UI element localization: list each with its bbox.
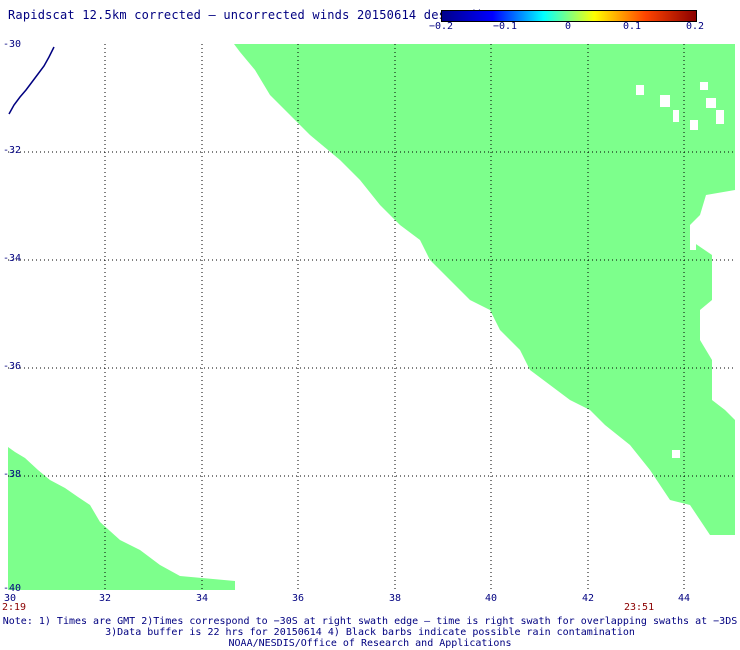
- lon-label: 36: [291, 593, 305, 604]
- start-time: 2:19: [2, 602, 27, 613]
- note-line-1: Note: 1) Times are GMT 2)Times correspon…: [2, 616, 738, 627]
- colorbar-tick: −0.2: [428, 21, 454, 32]
- colorbar-tick: 0.2: [685, 21, 705, 32]
- colorbar-tick: 0: [564, 21, 572, 32]
- lon-label: 42: [581, 593, 595, 604]
- lat-label: -38: [3, 469, 22, 480]
- lat-label: -34: [3, 253, 22, 264]
- note-line-2: 3)Data buffer is 22 hrs for 20150614 4) …: [105, 627, 635, 638]
- note-line-3: NOAA/NESDIS/Office of Research and Appli…: [228, 638, 512, 649]
- lon-label: 32: [98, 593, 112, 604]
- lon-label: 44: [677, 593, 691, 604]
- end-time: 23:51: [624, 602, 655, 613]
- swath-left: [8, 447, 235, 590]
- lon-label: 40: [484, 593, 498, 604]
- lon-label: 34: [195, 593, 209, 604]
- lat-label: -30: [3, 39, 22, 50]
- lat-label: -32: [3, 145, 22, 156]
- lat-label: -40: [3, 583, 22, 594]
- lon-label: 38: [388, 593, 402, 604]
- swath-main: [234, 44, 735, 535]
- lon-label: 30: [3, 593, 17, 604]
- colorbar: [441, 10, 697, 22]
- coastline: [8, 46, 55, 115]
- graticule: [8, 44, 735, 590]
- colorbar-tick: −0.1: [492, 21, 518, 32]
- map-title: Rapidscat 12.5km corrected — uncorrected…: [8, 8, 499, 22]
- lat-label: -36: [3, 361, 22, 372]
- colorbar-tick: 0.1: [622, 21, 642, 32]
